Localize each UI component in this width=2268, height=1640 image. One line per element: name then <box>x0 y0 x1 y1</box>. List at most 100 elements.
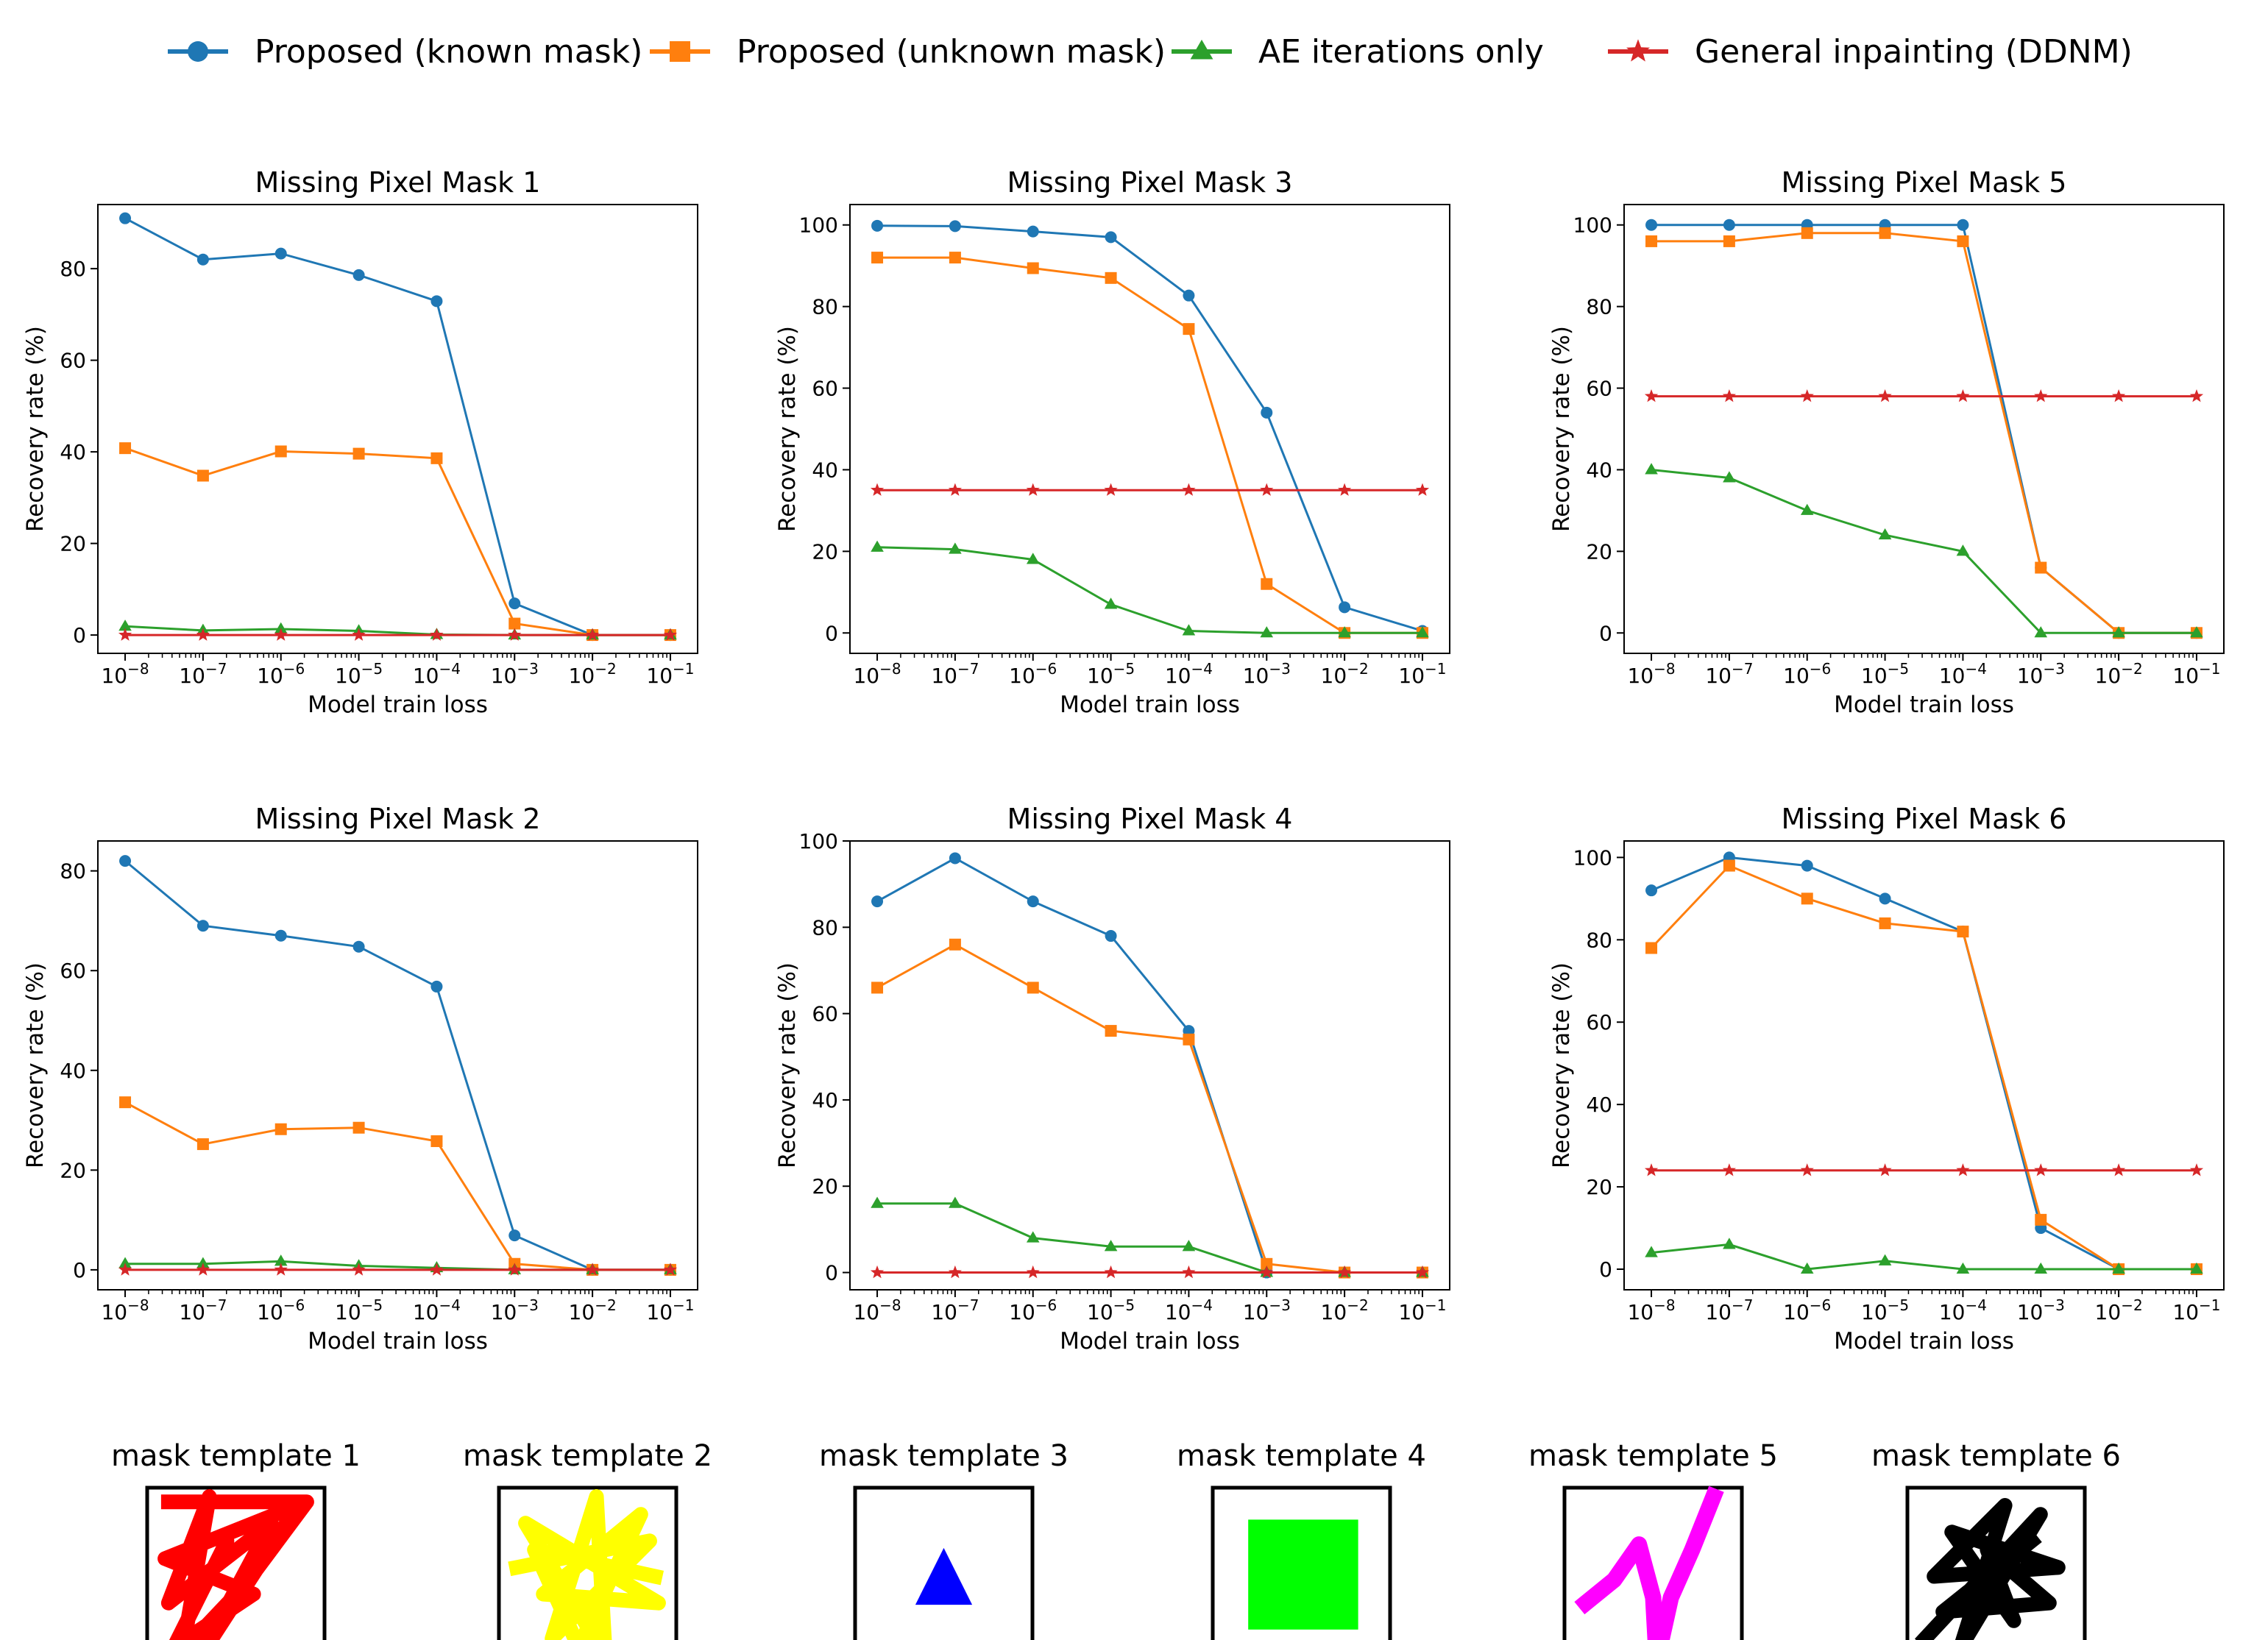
x-tick-label: 10−5 <box>1087 1296 1135 1324</box>
x-axis-label: Model train loss <box>1060 692 1240 718</box>
data-point <box>1878 1254 1892 1266</box>
series-general-inpainting-ddnm <box>1644 1163 2204 1176</box>
plot-frame <box>1623 840 2225 1291</box>
data-point <box>1260 626 1274 638</box>
data-point <box>1879 227 1891 239</box>
data-point <box>274 247 287 260</box>
data-point <box>2034 626 2048 638</box>
x-tick-label: 10−5 <box>1861 1296 1909 1324</box>
data-point <box>1339 601 1351 614</box>
y-axis-label: Recovery rate (%) <box>1548 962 1575 1168</box>
data-point <box>949 220 961 232</box>
series-general-inpainting-ddnm <box>118 628 678 641</box>
data-point <box>2035 561 2047 574</box>
x-tick-label: 10−7 <box>931 660 979 688</box>
data-point <box>663 628 678 641</box>
data-point <box>274 445 287 458</box>
series-proposed-unknown-mask <box>871 938 1428 1279</box>
series-line <box>124 1101 670 1271</box>
x-tick-label: 10−1 <box>1398 1296 1446 1324</box>
y-tick-label: 20 <box>1586 539 1612 564</box>
x-tick-label: 10−4 <box>413 660 461 688</box>
data-point <box>2112 626 2125 638</box>
y-tick-label: 20 <box>812 1174 838 1199</box>
data-point <box>430 1263 444 1276</box>
series-line <box>1651 224 2197 634</box>
x-tick-label: 10−8 <box>101 1296 149 1324</box>
y-axis-label: Recovery rate (%) <box>1548 326 1575 532</box>
x-tick-label: 10−3 <box>491 660 539 688</box>
y-tick-label: 0 <box>1599 1257 1612 1282</box>
data-point <box>1723 219 1735 231</box>
series-line <box>1651 232 2197 634</box>
data-point <box>1105 1025 1117 1037</box>
data-point <box>1027 225 1039 238</box>
data-point <box>352 628 366 641</box>
data-point <box>1723 471 1736 483</box>
x-tick-label: 10−5 <box>335 660 383 688</box>
y-tick-label: 100 <box>799 829 838 853</box>
legend-item-ae-iterations-only: AE iterations only <box>1172 33 1544 71</box>
data-point <box>196 1257 210 1268</box>
legend-marker <box>1626 39 1650 62</box>
data-point <box>1027 262 1039 274</box>
data-point <box>948 1265 962 1279</box>
data-point <box>1879 917 1891 929</box>
data-point <box>274 1254 288 1266</box>
data-point <box>196 1138 209 1151</box>
plot-frame <box>97 840 698 1291</box>
series-general-inpainting-ddnm <box>118 1263 678 1276</box>
x-tick-label: 10−2 <box>2095 660 2143 688</box>
data-point <box>1105 271 1117 284</box>
data-point <box>508 617 521 630</box>
x-axis-label: Model train loss <box>1834 1328 2014 1355</box>
x-tick-label: 10−5 <box>1861 660 1909 688</box>
data-point <box>119 1096 132 1109</box>
x-tick-label: 10−3 <box>2017 1296 2065 1324</box>
mask-template-6: mask template 6 <box>1871 1439 2121 1640</box>
series-line <box>876 546 1422 634</box>
data-point <box>586 628 600 641</box>
legend-item-proposed-unknown-mask: Proposed (unknown mask) <box>650 33 1166 71</box>
series-proposed-unknown-mask <box>119 1096 676 1276</box>
y-tick-label: 100 <box>799 213 838 238</box>
data-point <box>2112 1163 2126 1176</box>
y-tick-label: 60 <box>60 959 86 983</box>
chart-panel-3: Missing Pixel Mask 5 0 20 40 60 80 100 10−8 10−7… <box>1548 166 2225 718</box>
series-proposed-known-mask <box>871 852 1428 1279</box>
x-tick-label: 10−4 <box>1939 1296 1987 1324</box>
template-label: mask template 6 <box>1871 1439 2121 1473</box>
template-label: mask template 3 <box>819 1439 1069 1473</box>
x-tick-label: 10−6 <box>257 660 305 688</box>
data-point <box>1026 483 1040 496</box>
y-tick-label: 40 <box>60 1059 86 1083</box>
x-tick-label: 10−1 <box>2172 660 2220 688</box>
data-point <box>1645 219 1658 231</box>
panel-title: Missing Pixel Mask 3 <box>1007 166 1293 199</box>
data-point <box>1105 930 1117 943</box>
legend-item-general-inpainting-ddnm: General inpainting (DDNM) <box>1608 33 2133 71</box>
x-tick-label: 10−1 <box>646 1296 694 1324</box>
panel-title: Missing Pixel Mask 6 <box>1782 803 2067 835</box>
x-tick-label: 10−8 <box>853 1296 901 1324</box>
data-point <box>1723 859 1735 872</box>
y-tick-label: 0 <box>1599 621 1612 645</box>
data-point <box>1338 483 1352 496</box>
data-point <box>1723 235 1735 247</box>
data-point <box>1105 231 1117 244</box>
data-point <box>2035 1213 2047 1226</box>
data-point <box>2112 389 2126 402</box>
mask-template-1: mask template 1 <box>111 1439 361 1640</box>
data-point <box>274 1263 288 1276</box>
y-tick-label: 60 <box>812 1002 838 1026</box>
data-point <box>1182 624 1196 636</box>
plot-frame <box>97 204 698 654</box>
x-tick-label: 10−3 <box>491 1296 539 1324</box>
series-ae-iterations-only <box>871 1196 1429 1277</box>
data-point <box>870 483 885 496</box>
y-tick-label: 0 <box>73 1258 86 1282</box>
legend-marker <box>1190 39 1213 60</box>
x-tick-label: 10−7 <box>931 1296 979 1324</box>
data-point <box>430 452 443 464</box>
data-point <box>1027 895 1039 908</box>
